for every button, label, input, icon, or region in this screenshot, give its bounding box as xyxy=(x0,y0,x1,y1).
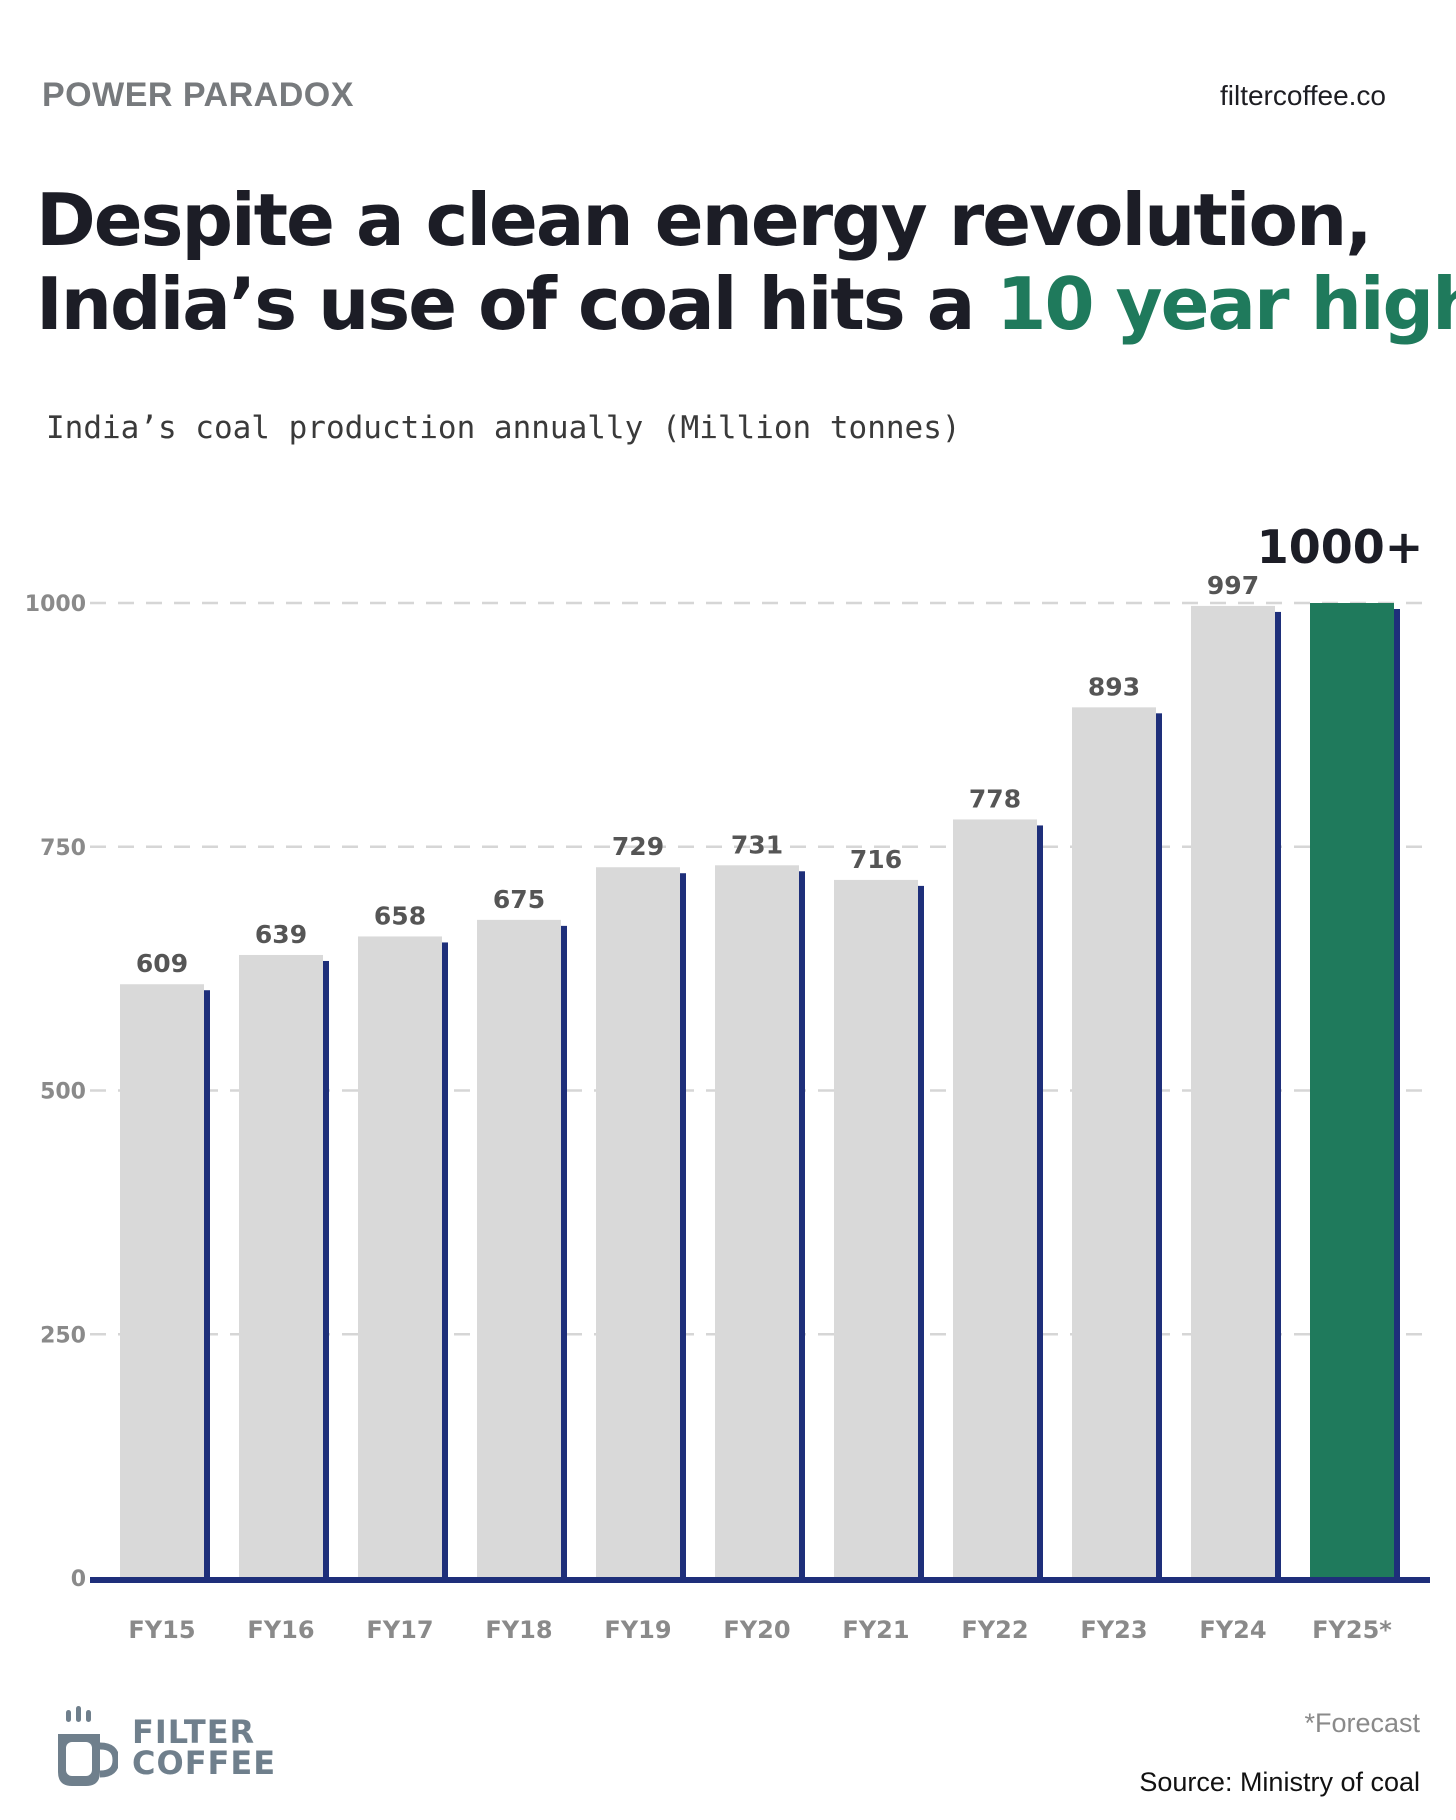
category-label: FY16 xyxy=(247,1616,314,1644)
y-tick-label: 500 xyxy=(40,1080,86,1105)
category-label: FY17 xyxy=(366,1616,433,1644)
logo-line-1: FILTER xyxy=(132,1713,256,1751)
category-label: FY23 xyxy=(1080,1616,1147,1644)
category-label: FY15 xyxy=(128,1616,195,1644)
bar xyxy=(1191,605,1275,1578)
category-label: FY21 xyxy=(842,1616,909,1644)
bar xyxy=(834,879,918,1578)
logo-line-2: COFFEE xyxy=(132,1744,277,1782)
value-label: 997 xyxy=(1207,571,1259,600)
source-note: Source: Ministry of coal xyxy=(1139,1767,1420,1797)
category-label: FY22 xyxy=(961,1616,1028,1644)
value-label: 639 xyxy=(255,920,307,949)
value-label: 609 xyxy=(136,949,188,978)
value-label: 778 xyxy=(969,784,1021,813)
headline-highlight: 10 year high xyxy=(996,262,1456,346)
bar xyxy=(239,954,323,1578)
bar xyxy=(953,819,1037,1578)
chart-title: India’s coal production annually (Millio… xyxy=(46,410,961,446)
bar-highlight xyxy=(1310,603,1394,1578)
y-tick-label: 250 xyxy=(40,1323,86,1348)
bar xyxy=(477,919,561,1578)
value-label: 675 xyxy=(493,885,545,914)
value-label: 729 xyxy=(612,832,664,861)
site-url: filtercoffee.co xyxy=(1219,80,1386,111)
value-callout: 1000+ xyxy=(1257,520,1424,574)
forecast-note: *Forecast xyxy=(1304,1708,1420,1738)
category-label: FY24 xyxy=(1199,1616,1266,1644)
category-label: FY19 xyxy=(604,1616,671,1644)
coffee-cup-icon xyxy=(58,1706,118,1786)
category-label: FY18 xyxy=(485,1616,552,1644)
logo-text: FILTER COFFEE xyxy=(132,1713,277,1782)
category-label: FY25* xyxy=(1312,1616,1392,1644)
bar xyxy=(1072,707,1156,1578)
bar xyxy=(120,984,204,1578)
logo: FILTER COFFEE xyxy=(54,1706,276,1790)
label-layer: 0 250 500 750 1000 609 FY15 639 FY16 658 FY17 675 FY… xyxy=(25,520,1424,1644)
y-tick-label: 1000 xyxy=(25,592,86,617)
headline-line-2: India’s use of coal hits a xyxy=(36,262,997,346)
kicker: POWER PARADOX xyxy=(42,76,354,114)
bar xyxy=(596,867,680,1578)
bar xyxy=(715,865,799,1578)
y-tick-label: 750 xyxy=(40,836,86,861)
value-label: 716 xyxy=(850,845,902,874)
bar-layer xyxy=(90,603,1430,1583)
category-label: FY20 xyxy=(723,1616,790,1644)
value-label: 893 xyxy=(1088,672,1140,701)
bar xyxy=(358,936,442,1578)
value-label: 658 xyxy=(374,901,426,930)
y-tick-label: 0 xyxy=(71,1567,86,1592)
headline-line-1: Despite a clean energy revolution, xyxy=(36,178,1373,262)
value-label: 731 xyxy=(731,830,783,859)
headline: Despite a clean energy revolution, India… xyxy=(36,178,1456,346)
bar-chart: 0 250 500 750 1000 609 FY15 639 FY16 658 FY17 675 FY… xyxy=(25,520,1430,1644)
